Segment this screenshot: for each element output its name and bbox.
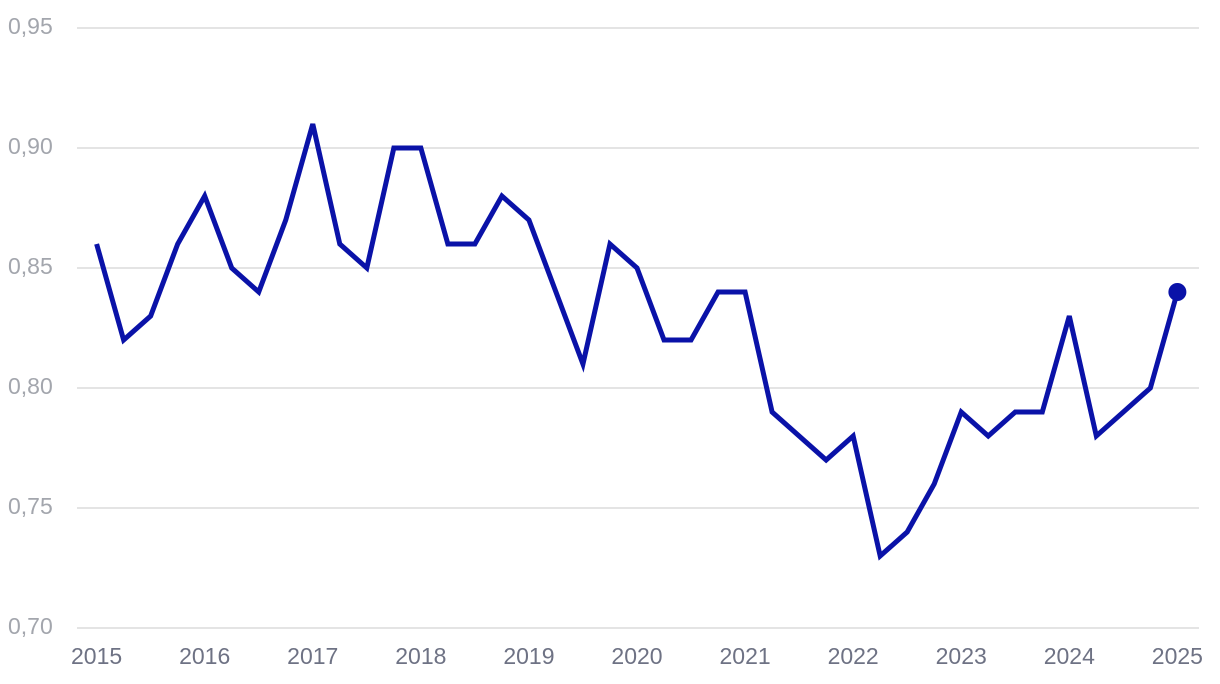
x-tick-label: 2018 xyxy=(395,643,446,669)
x-tick-label: 2021 xyxy=(719,643,770,669)
x-tick-label: 2017 xyxy=(287,643,338,669)
y-tick-label: 0,80 xyxy=(8,373,53,399)
y-tick-label: 0,90 xyxy=(8,133,53,159)
x-tick-label: 2016 xyxy=(179,643,230,669)
last-point xyxy=(1168,283,1187,301)
x-tick-label: 2015 xyxy=(71,643,122,669)
x-tick-label: 2025 xyxy=(1152,643,1203,669)
y-tick-label: 0,85 xyxy=(8,253,53,279)
y-tick-label: 0,95 xyxy=(8,13,53,39)
x-tick-label: 2022 xyxy=(828,643,879,669)
x-tick-label: 2020 xyxy=(611,643,662,669)
data-line xyxy=(94,123,1180,561)
x-tick-label: 2023 xyxy=(936,643,987,669)
y-tick-label: 0,70 xyxy=(8,613,53,639)
x-tick-label: 2024 xyxy=(1044,643,1095,669)
x-tick-label: 2019 xyxy=(503,643,554,669)
y-tick-label: 0,75 xyxy=(8,493,53,519)
